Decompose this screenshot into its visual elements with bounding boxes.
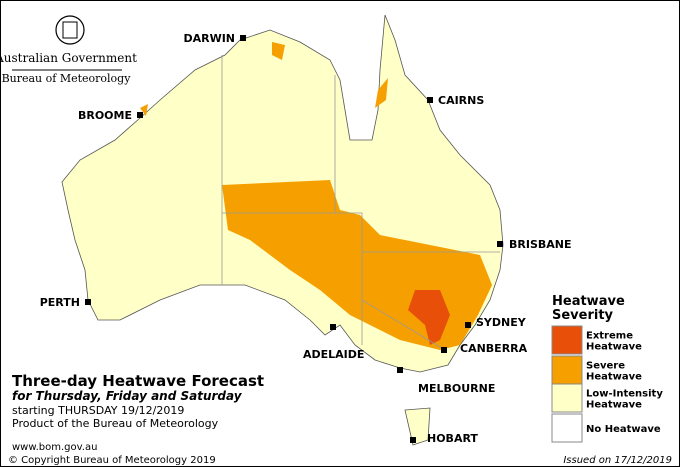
city-marker — [330, 324, 336, 330]
legend-label: Extreme — [586, 331, 633, 342]
legend-swatch — [551, 383, 583, 413]
city-marker — [410, 437, 416, 443]
legend-label: Heatwave — [586, 400, 642, 411]
legend-label: Low-Intensity — [586, 389, 663, 400]
subtitle: for Thursday, Friday and Saturday — [12, 389, 243, 403]
city-marker — [85, 299, 91, 305]
city-marker — [465, 322, 471, 328]
city-label: CANBERRA — [460, 342, 528, 355]
city-marker — [497, 241, 503, 247]
product: Product of the Bureau of Meteorology — [12, 417, 219, 430]
starting: starting THURSDAY 19/12/2019 — [12, 404, 184, 417]
copyright: © Copyright Bureau of Meteorology 2019 — [8, 455, 216, 466]
city-label: HOBART — [427, 432, 478, 445]
city-label: CAIRNS — [438, 94, 484, 107]
legend-title: Heatwave — [552, 294, 625, 309]
government: Australian Government — [0, 51, 137, 65]
city-label: ADELAIDE — [303, 348, 364, 361]
legend-label: No Heatwave — [586, 424, 661, 435]
title: Three-day Heatwave Forecast — [12, 372, 264, 390]
legend-title: Severity — [552, 308, 614, 323]
issued: Issued on 17/12/2019 — [563, 455, 672, 466]
city-label: DARWIN — [183, 32, 235, 45]
website: www.bom.gov.au — [12, 442, 97, 453]
legend-swatch — [551, 325, 583, 355]
bureau: Bureau of Meteorology — [2, 72, 132, 85]
city-marker — [137, 112, 143, 118]
city-label: MELBOURNE — [418, 382, 495, 395]
coat-of-arms — [55, 15, 85, 45]
legend-label: Heatwave — [586, 372, 642, 383]
city-marker — [397, 367, 403, 373]
legend-label: Heatwave — [586, 342, 642, 353]
city-marker — [427, 97, 433, 103]
legend-swatch — [551, 413, 583, 443]
city-marker — [240, 35, 246, 41]
land — [61, 14, 504, 446]
city-label: BROOME — [78, 109, 132, 122]
city-marker — [441, 347, 447, 353]
legend-swatch — [551, 355, 583, 385]
legend-label: Severe — [586, 361, 625, 372]
city-label: SYDNEY — [476, 316, 527, 329]
city-label: BRISBANE — [509, 238, 572, 251]
city-label: PERTH — [40, 296, 80, 309]
